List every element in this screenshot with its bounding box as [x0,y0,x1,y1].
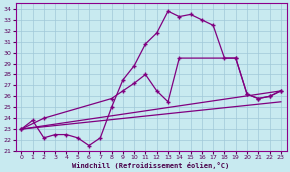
X-axis label: Windchill (Refroidissement éolien,°C): Windchill (Refroidissement éolien,°C) [72,162,230,169]
